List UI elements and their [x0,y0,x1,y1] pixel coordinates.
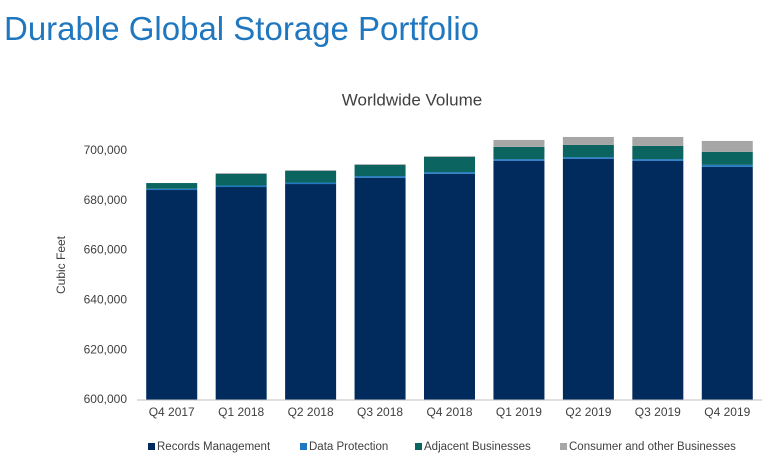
bar-segment [493,159,545,161]
bar-segment [285,184,337,400]
bar-segment [493,160,545,400]
bar-segment [562,158,614,400]
legend-label: Adjacent Businesses [424,441,531,453]
plot-area [146,136,753,400]
bar-segment [701,164,753,167]
bar-segment [146,190,198,400]
bar-segment [285,170,337,183]
legend-label: Records Management [157,441,271,453]
page-title: Durable Global Storage Portfolio [4,10,479,47]
x-tick-label: Q2 2018 [288,405,334,419]
bar-segment [285,182,337,185]
y-tick-label: 640,000 [84,293,128,307]
bar-segment [146,183,198,189]
legend-label: Consumer and other Businesses [569,441,736,453]
x-tick-label: Q1 2018 [218,405,264,419]
bar-segment [215,185,267,188]
legend-marker [300,443,307,450]
bar-segment [354,177,406,400]
bar-segment [632,159,684,161]
y-tick-label: 620,000 [84,342,128,356]
y-tick-label: 660,000 [84,243,128,257]
bar-segment [701,140,753,152]
bar-segment [493,139,545,147]
bar-segment [701,166,753,400]
bar-segment [354,164,406,165]
legend-label: Data Protection [309,441,388,453]
x-tick-label: Q3 2019 [635,405,681,419]
bar-segment [493,146,545,160]
legend-marker [560,443,567,450]
y-tick-label: 680,000 [84,193,128,207]
bar-segment [562,136,614,145]
bar-segment [215,187,267,400]
x-tick-label: Q4 2018 [426,405,472,419]
y-tick-label: 600,000 [84,392,128,406]
bar-segment [701,151,753,165]
y-axis-label: Cubic Feet [54,235,68,294]
bar-segment [562,157,614,159]
bar-segment [424,173,475,400]
bar-segment [285,170,337,171]
legend-marker [415,443,422,450]
bar-segment [632,160,684,400]
x-tick-label: Q4 2019 [704,405,750,419]
bar-segment [632,145,684,160]
x-tick-label: Q2 2019 [565,405,611,419]
bar-segment [424,172,475,174]
bar-segment [354,164,406,177]
x-tick-label: Q4 2017 [149,405,195,419]
x-tick-label: Q3 2018 [357,405,403,419]
bar-segment [146,188,198,191]
x-tick-label: Q1 2019 [496,405,542,419]
y-tick-label: 700,000 [84,143,128,157]
bar-segment [424,156,475,157]
legend-marker [148,443,155,450]
bar-segment [562,144,614,158]
bar-segment [354,176,406,178]
chart-title: Worldwide Volume [342,90,482,109]
bar-segment [215,173,267,174]
bar-segment [215,173,267,186]
bar-segment [424,156,475,173]
bar-segment [632,136,684,146]
